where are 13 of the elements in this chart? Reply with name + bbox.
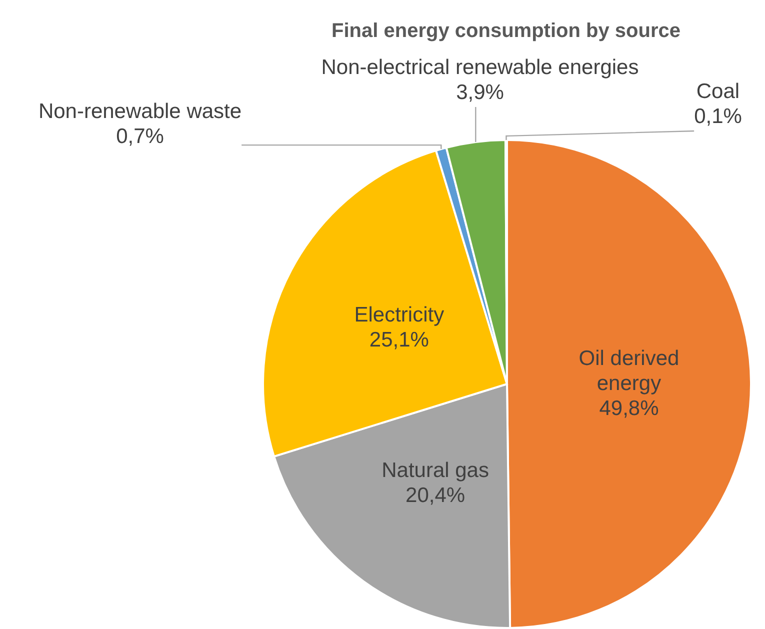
slice-label: Electricity [354, 303, 445, 326]
data-label: 0,1% [694, 105, 742, 128]
slice-label: Non-renewable waste [38, 100, 242, 123]
data-label: 49,8% [599, 397, 659, 420]
slice-label: Oil derived energy [578, 347, 680, 396]
slice-label: Coal [696, 80, 740, 103]
chart-title: Final energy consumption by source [332, 20, 680, 42]
data-label: 0,7% [116, 125, 164, 148]
data-label: 20,4% [406, 484, 466, 508]
data-label: 25,1% [369, 328, 429, 352]
slice-label: Natural gas [382, 459, 489, 482]
data-label: 3,9% [456, 81, 504, 104]
slice-label: Non-electrical renewable energies [321, 56, 639, 79]
